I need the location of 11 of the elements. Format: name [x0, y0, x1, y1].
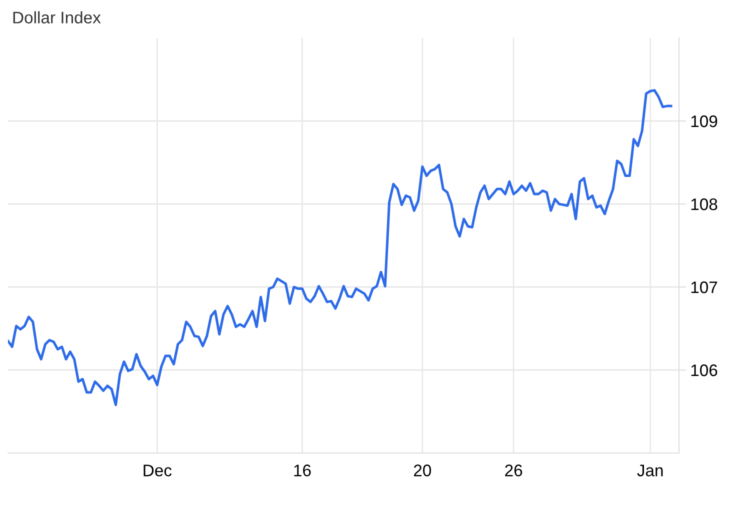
y-tick-label: 108 — [691, 198, 718, 210]
line-series — [8, 89, 672, 406]
x-tick-label: Dec — [144, 464, 172, 476]
x-tick-label: 26 — [505, 464, 522, 476]
x-tick-label: Jan — [637, 464, 663, 476]
x-tick-label: 20 — [414, 464, 432, 476]
y-tick-label: 109 — [691, 115, 718, 128]
x-tick-label: 16 — [294, 464, 311, 476]
y-tick-label: 106 — [691, 364, 718, 376]
chart-title: Dollar Index — [13, 11, 101, 24]
y-tick-label: 107 — [691, 281, 718, 294]
